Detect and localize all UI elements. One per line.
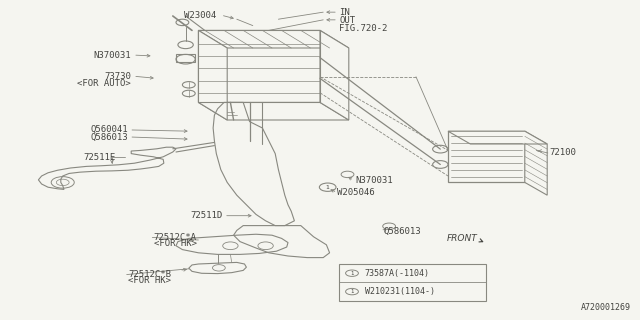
Text: N370031: N370031 bbox=[93, 51, 131, 60]
Text: W23004: W23004 bbox=[184, 11, 216, 20]
Text: <FOR AUTO>: <FOR AUTO> bbox=[77, 79, 131, 88]
Text: Q586013: Q586013 bbox=[384, 227, 422, 236]
Text: 73587A(-1104): 73587A(-1104) bbox=[365, 269, 430, 278]
Polygon shape bbox=[448, 131, 547, 144]
Text: Q560041: Q560041 bbox=[90, 125, 128, 134]
Bar bbox=[448, 131, 525, 182]
Text: IN: IN bbox=[339, 8, 350, 17]
Text: FRONT: FRONT bbox=[447, 234, 477, 243]
Text: 72511E: 72511E bbox=[83, 153, 115, 162]
Text: 72511D: 72511D bbox=[191, 211, 223, 220]
Text: FIG.720-2: FIG.720-2 bbox=[339, 24, 388, 33]
Text: 73730: 73730 bbox=[104, 72, 131, 81]
Bar bbox=[339, 264, 486, 301]
Text: 1: 1 bbox=[350, 271, 354, 276]
Text: <FOR HK>: <FOR HK> bbox=[128, 276, 171, 285]
Text: 1: 1 bbox=[350, 289, 354, 294]
Text: 72512C*A: 72512C*A bbox=[154, 233, 196, 242]
Text: OUT: OUT bbox=[339, 16, 355, 25]
Text: N370031: N370031 bbox=[355, 176, 393, 185]
Text: 1: 1 bbox=[326, 185, 330, 190]
Text: W210231(1104-): W210231(1104-) bbox=[365, 287, 435, 296]
Text: W205046: W205046 bbox=[337, 188, 375, 197]
Bar bbox=[198, 30, 320, 102]
Text: 72100: 72100 bbox=[549, 148, 576, 157]
Polygon shape bbox=[198, 30, 227, 120]
Text: A720001269: A720001269 bbox=[580, 303, 630, 312]
Polygon shape bbox=[525, 131, 547, 195]
Text: Q586013: Q586013 bbox=[90, 132, 128, 141]
Text: <FOR HK>: <FOR HK> bbox=[154, 239, 196, 248]
Polygon shape bbox=[320, 30, 349, 120]
Text: 72512C*B: 72512C*B bbox=[128, 270, 171, 279]
